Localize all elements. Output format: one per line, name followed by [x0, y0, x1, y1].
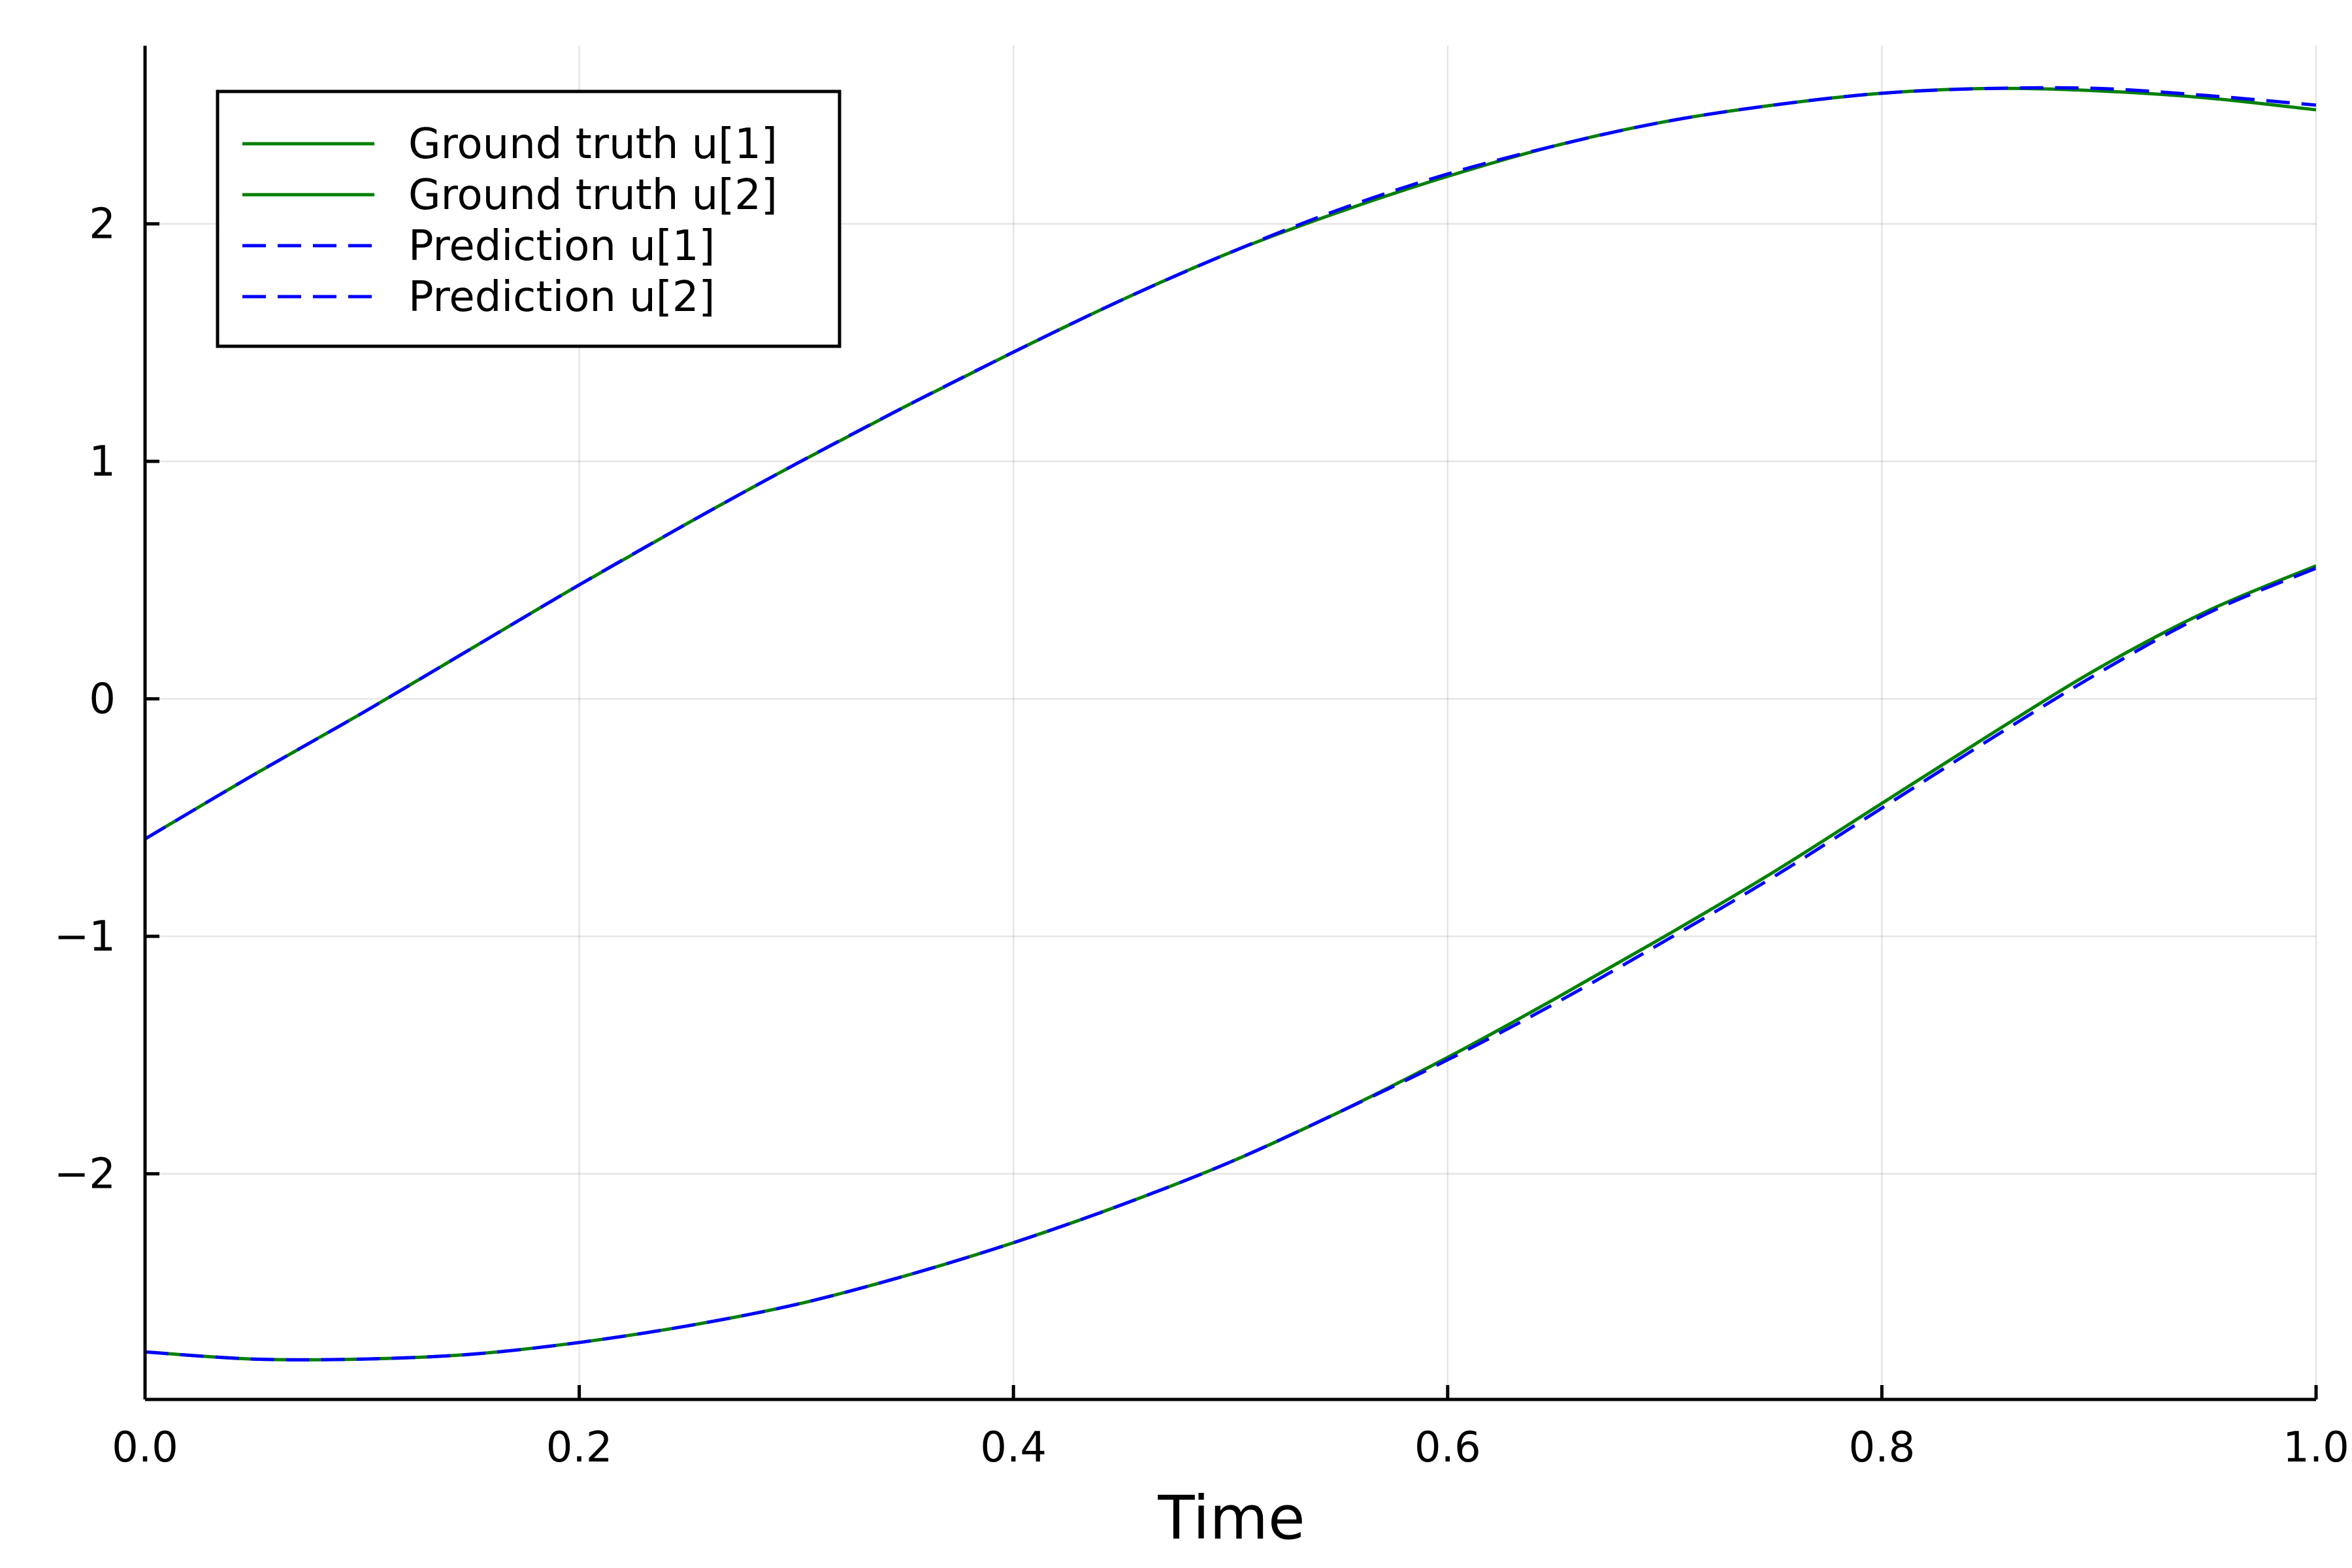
x-tick-label: 1.0 — [2283, 1424, 2349, 1472]
y-tick-label: 0 — [89, 676, 116, 724]
y-tick-label: −2 — [54, 1151, 116, 1199]
legend-label: Prediction u[2] — [408, 273, 715, 321]
x-tick-label: 0.4 — [980, 1424, 1047, 1472]
legend-label: Ground truth u[2] — [408, 171, 777, 220]
legend-box — [216, 90, 841, 348]
legend: Ground truth u[1]Ground truth u[2]Predic… — [216, 90, 841, 348]
y-tick-label: −1 — [54, 913, 116, 961]
y-tick-label: 1 — [89, 438, 116, 486]
grid — [144, 46, 2317, 1399]
x-tick-label: 0.2 — [546, 1424, 613, 1472]
x-axis-title: Time — [1157, 1483, 1305, 1553]
series-line-3 — [145, 86, 2316, 841]
x-tick-label: 0.6 — [1414, 1424, 1481, 1472]
y-tick-label: 2 — [89, 201, 116, 249]
series-layer — [145, 86, 2316, 1362]
series-line-4 — [145, 566, 2316, 1362]
legend-label: Prediction u[1] — [408, 222, 715, 270]
x-tick-label: 0.0 — [112, 1424, 178, 1472]
x-tick-label: 0.8 — [1849, 1424, 1916, 1472]
ticks: 0.0 0.2 0.4 0.6 0.8 1.0 −2 −1 0 1 2 — [54, 201, 2349, 1472]
legend-label: Ground truth u[1] — [408, 120, 777, 169]
